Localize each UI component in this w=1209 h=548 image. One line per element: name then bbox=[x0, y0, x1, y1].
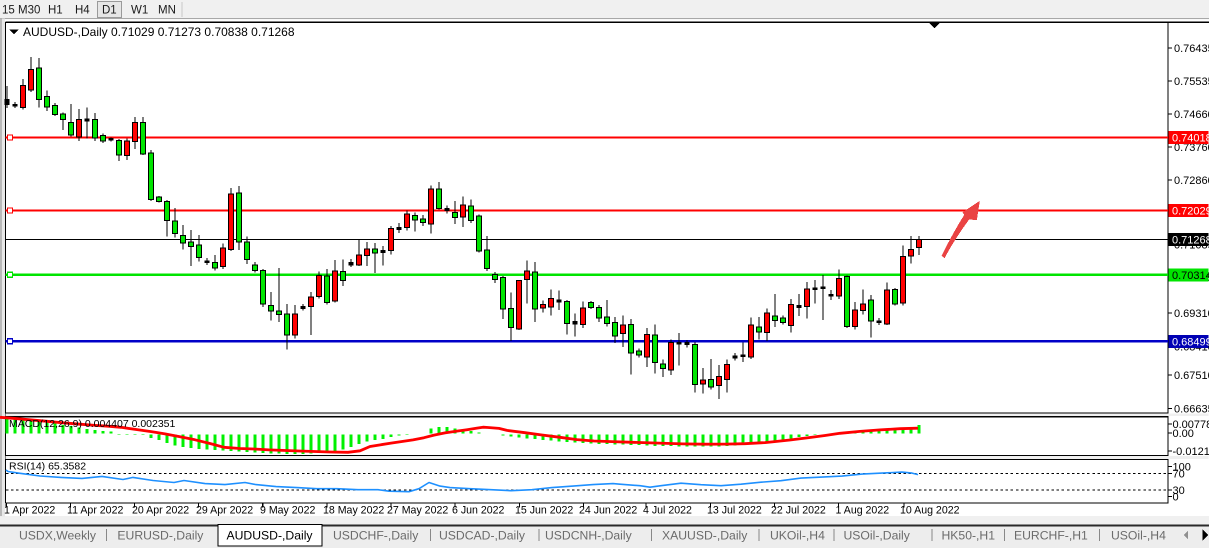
svg-text:M30: M30 bbox=[18, 5, 40, 17]
svg-text:MN: MN bbox=[158, 5, 176, 17]
svg-text:USDCHF-,Daily: USDCHF-,Daily bbox=[333, 529, 419, 543]
svg-text:6 Jun 2022: 6 Jun 2022 bbox=[452, 505, 505, 517]
svg-text:AUDUSD-,Daily: AUDUSD-,Daily bbox=[227, 529, 314, 543]
svg-text:USDCAD-,Daily: USDCAD-,Daily bbox=[439, 529, 526, 543]
svg-text:-0.01210: -0.01210 bbox=[1173, 446, 1209, 458]
svg-text:USOil-,H4: USOil-,H4 bbox=[1111, 529, 1166, 543]
svg-text:0: 0 bbox=[1173, 492, 1179, 504]
svg-text:HK50-,H1: HK50-,H1 bbox=[942, 529, 996, 543]
svg-text:0.68499: 0.68499 bbox=[1172, 336, 1209, 348]
svg-text:22 Jul 2022: 22 Jul 2022 bbox=[771, 505, 826, 517]
svg-text:USDCNH-,Daily: USDCNH-,Daily bbox=[545, 529, 633, 543]
svg-text:0.00778: 0.00778 bbox=[1173, 419, 1209, 431]
svg-text:0.75535: 0.75535 bbox=[1174, 76, 1209, 88]
svg-text:0.72029: 0.72029 bbox=[1172, 206, 1209, 218]
svg-text:UKOil-,H4: UKOil-,H4 bbox=[770, 529, 825, 543]
svg-text:AUDUSD-,Daily 0.71029 0.71273: AUDUSD-,Daily 0.71029 0.71273 0.70838 0.… bbox=[23, 25, 295, 39]
svg-text:11 Apr 2022: 11 Apr 2022 bbox=[67, 505, 123, 517]
svg-text:24 Jun 2022: 24 Jun 2022 bbox=[579, 505, 637, 517]
svg-text:USOil-,Daily: USOil-,Daily bbox=[844, 529, 911, 543]
svg-text:0.74018: 0.74018 bbox=[1172, 133, 1209, 145]
svg-text:XAUUSD-,Daily: XAUUSD-,Daily bbox=[662, 529, 748, 543]
svg-text:1 Apr 2022: 1 Apr 2022 bbox=[4, 505, 55, 517]
svg-text:RSI(14) 65.3582: RSI(14) 65.3582 bbox=[9, 461, 86, 473]
svg-text:MACD(12,26,9) 0.004407 0.00235: MACD(12,26,9) 0.004407 0.002351 bbox=[9, 418, 176, 430]
svg-text:29 Apr 2022: 29 Apr 2022 bbox=[196, 505, 253, 517]
svg-text:EURCHF-,H1: EURCHF-,H1 bbox=[1014, 529, 1088, 543]
svg-text:13 Jul 2022: 13 Jul 2022 bbox=[707, 505, 762, 517]
svg-text:10 Aug 2022: 10 Aug 2022 bbox=[900, 505, 960, 517]
svg-text:15 Jun 2022: 15 Jun 2022 bbox=[515, 505, 573, 517]
svg-text:H1: H1 bbox=[48, 5, 63, 17]
svg-text:20 Apr 2022: 20 Apr 2022 bbox=[132, 505, 189, 517]
svg-text:0.00: 0.00 bbox=[1173, 428, 1194, 440]
svg-text:18 May 2022: 18 May 2022 bbox=[323, 505, 384, 517]
svg-text:4 Jul 2022: 4 Jul 2022 bbox=[643, 505, 692, 517]
svg-text:H4: H4 bbox=[75, 5, 90, 17]
svg-text:9 May 2022: 9 May 2022 bbox=[260, 505, 315, 517]
svg-text:30: 30 bbox=[1173, 485, 1185, 497]
svg-text:W1: W1 bbox=[131, 5, 148, 17]
svg-text:D1: D1 bbox=[102, 5, 117, 17]
svg-text:70: 70 bbox=[1173, 468, 1185, 480]
svg-text:100: 100 bbox=[1173, 462, 1191, 474]
svg-text:15: 15 bbox=[2, 5, 15, 17]
svg-text:27 May 2022: 27 May 2022 bbox=[387, 505, 448, 517]
svg-text:0.76435: 0.76435 bbox=[1174, 43, 1209, 55]
svg-text:0.71268: 0.71268 bbox=[1172, 235, 1209, 247]
svg-text:1 Aug 2022: 1 Aug 2022 bbox=[836, 505, 890, 517]
svg-text:0.66635: 0.66635 bbox=[1174, 404, 1209, 416]
svg-text:0.70314: 0.70314 bbox=[1172, 270, 1209, 282]
svg-text:EURUSD-,Daily: EURUSD-,Daily bbox=[117, 529, 204, 543]
svg-text:USDX,Weekly: USDX,Weekly bbox=[19, 529, 97, 543]
